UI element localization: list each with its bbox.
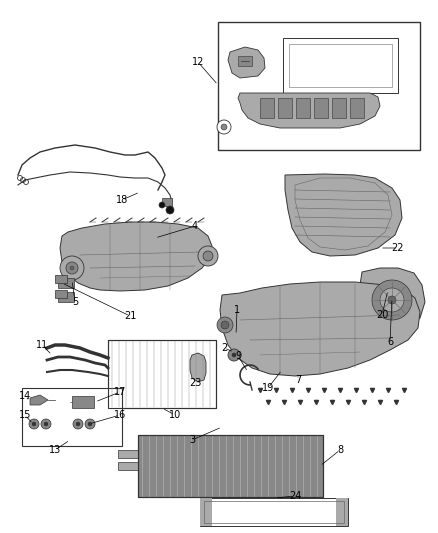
Bar [118,450,138,458]
Bar [58,292,74,302]
Circle shape [380,288,404,312]
Bar [138,435,323,497]
Circle shape [217,317,233,333]
Bar [55,275,67,283]
Circle shape [198,246,218,266]
Text: 17: 17 [114,387,126,397]
Bar [238,56,252,66]
Text: 20: 20 [376,310,388,320]
Polygon shape [228,47,265,78]
Bar [200,498,348,526]
Bar [118,462,138,470]
Text: 4: 4 [192,221,198,231]
Circle shape [221,124,227,130]
Circle shape [66,262,78,274]
Text: 5: 5 [72,297,78,307]
Bar [55,290,67,298]
Bar [108,340,216,408]
Bar [314,98,328,118]
Text: 15: 15 [19,410,31,420]
Circle shape [76,422,80,426]
Circle shape [73,419,83,429]
Bar [296,98,310,118]
Text: 18: 18 [116,195,128,205]
Bar [350,98,364,118]
Bar [218,22,420,150]
Polygon shape [285,174,402,256]
Text: 2: 2 [221,343,227,353]
Polygon shape [30,395,48,405]
Text: 14: 14 [19,391,31,401]
Circle shape [85,419,95,429]
Bar [108,340,216,408]
Circle shape [221,321,229,329]
Circle shape [70,266,74,270]
Polygon shape [360,268,425,330]
Text: 3: 3 [189,435,195,445]
Bar [200,498,212,526]
Text: 12: 12 [192,57,204,67]
Polygon shape [190,353,206,382]
Polygon shape [60,222,212,291]
Circle shape [372,280,412,320]
Circle shape [166,206,174,214]
Text: 22: 22 [392,243,404,253]
Text: 8: 8 [337,445,343,455]
Text: 19: 19 [262,383,274,393]
Circle shape [203,251,213,261]
Bar [332,98,346,118]
Circle shape [228,349,240,361]
Text: 6: 6 [387,337,393,347]
Bar [278,98,292,118]
Polygon shape [220,282,420,376]
Text: 23: 23 [189,378,201,388]
Bar [336,498,348,526]
Text: 10: 10 [169,410,181,420]
Circle shape [217,120,231,134]
Circle shape [29,419,39,429]
Circle shape [41,419,51,429]
Circle shape [32,422,36,426]
Text: 24: 24 [289,491,301,501]
Text: 16: 16 [114,410,126,420]
Bar [289,44,392,87]
Text: 13: 13 [49,445,61,455]
Bar [22,388,122,446]
Bar [72,396,94,408]
Circle shape [232,353,236,357]
Circle shape [44,422,48,426]
Bar [283,38,398,93]
Bar [162,198,172,206]
Circle shape [60,256,84,280]
Text: 21: 21 [124,311,136,321]
Circle shape [159,202,165,208]
Text: 1: 1 [234,305,240,315]
Polygon shape [238,93,380,128]
Bar [138,435,323,497]
Bar [58,278,74,288]
Text: 7: 7 [295,375,301,385]
Circle shape [88,422,92,426]
Bar [260,98,274,118]
Circle shape [388,296,396,304]
Text: 9: 9 [235,351,241,361]
Bar [204,501,344,523]
Text: 11: 11 [36,340,48,350]
